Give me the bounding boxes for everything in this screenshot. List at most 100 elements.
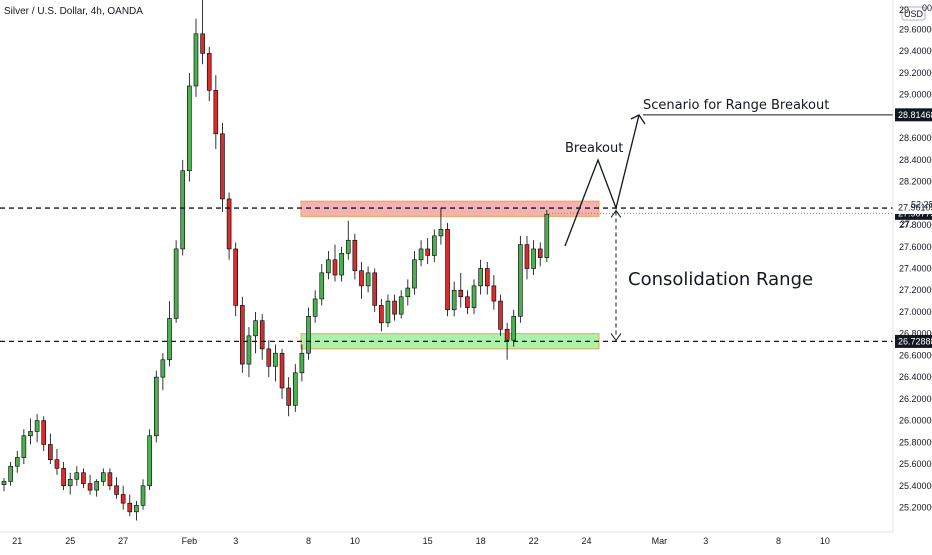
scenario-path[interactable] (564, 114, 640, 247)
candle (498, 294, 503, 336)
candle (61, 461, 66, 491)
scenario-annotation: Scenario for Range Breakout (643, 98, 829, 113)
candle (48, 433, 53, 465)
partial-top-tick-2: 00 (922, 3, 932, 13)
y-tick-label: 26.20000 (899, 394, 932, 404)
time-axis[interactable]: 21 25 27 Feb 3 8 10 15 18 22 24 Mar 3 8 10 (0, 531, 893, 546)
candle (425, 238, 430, 265)
x-tick-label: 27 (118, 536, 128, 546)
candle (14, 451, 20, 473)
candle (478, 259, 483, 295)
candle (101, 468, 106, 486)
candle (134, 500, 139, 521)
candle (537, 242, 543, 267)
candle (114, 477, 119, 499)
y-tick-label: 29.00000 (899, 90, 932, 100)
candle (28, 418, 33, 445)
x-tick-label: 21 (12, 536, 22, 546)
x-tick-label: 15 (423, 536, 433, 546)
candle (418, 240, 424, 267)
x-tick-label: 8 (776, 536, 781, 546)
candle (253, 311, 258, 354)
candle (392, 294, 397, 321)
y-tick-label: 26.60000 (899, 350, 932, 360)
candle (445, 222, 450, 317)
candles-layer (1, 0, 550, 521)
resistance-zone[interactable] (300, 200, 600, 217)
y-tick-label: 27.80000 (899, 220, 932, 230)
candle (147, 429, 152, 491)
candle (306, 307, 311, 360)
currency-badge[interactable]: USD (901, 6, 926, 21)
y-tick-label: 25.20000 (899, 503, 932, 513)
support-price-tag[interactable]: 26.72888 (895, 334, 932, 348)
scenario-arrow-icon (630, 114, 646, 125)
candle (67, 472, 73, 495)
candle (491, 275, 497, 310)
y-tick-label: 27.20000 (899, 285, 932, 295)
candle (220, 122, 225, 213)
candle (206, 46, 212, 102)
candle (531, 240, 536, 276)
x-tick-label: 3 (233, 536, 238, 546)
x-tick-label: Feb (182, 536, 198, 546)
candle (299, 344, 305, 382)
candle (465, 290, 470, 315)
candle (21, 429, 27, 465)
candle (167, 301, 172, 367)
candle (74, 466, 80, 486)
candle (332, 244, 338, 282)
y-tick-label: 25.80000 (899, 437, 932, 447)
candle (259, 314, 265, 360)
candle (458, 272, 464, 308)
candle (1, 478, 7, 492)
y-tick-label: 29.60000 (899, 25, 932, 35)
target-price-tag[interactable]: 28.81468 (895, 108, 932, 122)
candle (326, 251, 331, 280)
candle (54, 448, 60, 475)
breakout-annotation: Breakout (565, 141, 623, 156)
candle (451, 281, 457, 317)
candle (518, 235, 523, 323)
candle (365, 266, 371, 293)
consolidation-annotation: Consolidation Range (628, 269, 813, 290)
candle (398, 290, 404, 319)
candle (193, 18, 199, 97)
price-axis[interactable]: 29.6000029.4000029.2000029.0000028.80000… (892, 0, 932, 532)
y-tick-label: 28.40000 (899, 155, 932, 165)
candle (160, 353, 166, 391)
annotation-layer: Breakout Scenario for Range Breakout Con… (565, 98, 829, 290)
partial-tick-27: 27. (900, 219, 913, 229)
candle (173, 240, 179, 323)
countdown-label: 52:28 (911, 199, 932, 209)
price-tag-label: 27.96105 (898, 203, 932, 213)
x-tick-label: 10 (350, 536, 360, 546)
candle (153, 370, 159, 443)
x-tick-label: 8 (306, 536, 311, 546)
price-tag-label: 26.72888 (898, 336, 932, 346)
candle (41, 416, 47, 452)
currency-label: USD (904, 9, 924, 19)
y-tick-label: 27.00000 (899, 307, 932, 317)
x-tick-label: 22 (529, 536, 539, 546)
resistance-price-tag[interactable]: 27.96105 (895, 201, 932, 215)
y-tick-label: 26.40000 (899, 372, 932, 382)
x-tick-label: 18 (476, 536, 486, 546)
candle (273, 344, 278, 382)
candle (385, 294, 391, 328)
candle (292, 364, 298, 412)
candle (200, 0, 205, 65)
candle (240, 296, 245, 373)
candle (511, 309, 517, 347)
candle (213, 75, 219, 149)
candle (484, 261, 490, 295)
candle (471, 279, 477, 315)
candle (286, 377, 291, 417)
candle (345, 220, 351, 260)
candle (233, 242, 238, 317)
candle (372, 268, 378, 312)
candle (187, 72, 192, 182)
y-tick-label: 29.20000 (899, 68, 932, 78)
